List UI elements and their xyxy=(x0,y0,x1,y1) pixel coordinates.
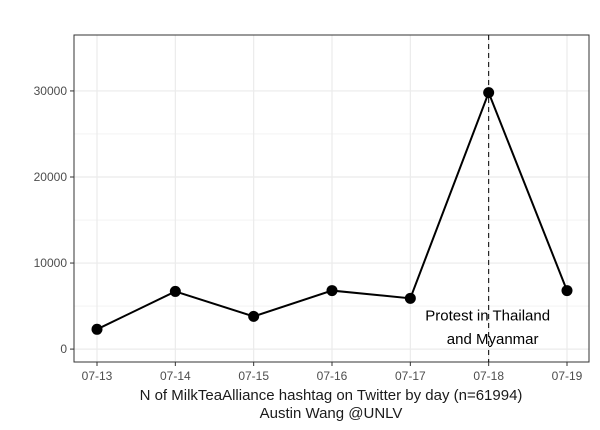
y-tick-label: 30000 xyxy=(34,84,68,98)
data-point xyxy=(404,292,416,304)
x-tick-label: 07-16 xyxy=(317,369,348,383)
data-point xyxy=(483,87,495,99)
x-axis-caption-line2: Austin Wang @UNLV xyxy=(260,405,403,422)
data-point xyxy=(326,285,338,297)
x-axis: 07-13 07-14 07-15 07-16 07-17 07-18 07-19 xyxy=(82,362,583,383)
y-axis: 0 10000 20000 30000 xyxy=(34,84,74,356)
data-points xyxy=(91,87,573,335)
x-tick-label: 07-14 xyxy=(160,369,191,383)
y-tick-label: 20000 xyxy=(34,170,68,184)
data-point xyxy=(91,323,103,335)
data-point xyxy=(169,285,181,297)
x-tick-label: 07-17 xyxy=(395,369,426,383)
x-tick-label: 07-18 xyxy=(473,369,504,383)
y-tick-label: 10000 xyxy=(34,256,68,270)
x-tick-label: 07-15 xyxy=(238,369,269,383)
x-tick-label: 07-19 xyxy=(552,369,583,383)
x-axis-caption-line1: N of MilkTeaAlliance hashtag on Twitter … xyxy=(140,387,523,404)
data-point xyxy=(248,310,260,322)
data-point xyxy=(561,285,573,297)
event-annotation-line2: and Myanmar xyxy=(447,331,539,348)
event-annotation-line1: Protest in Thailand xyxy=(425,308,550,325)
x-tick-label: 07-13 xyxy=(82,369,113,383)
y-tick-label: 0 xyxy=(60,342,67,356)
